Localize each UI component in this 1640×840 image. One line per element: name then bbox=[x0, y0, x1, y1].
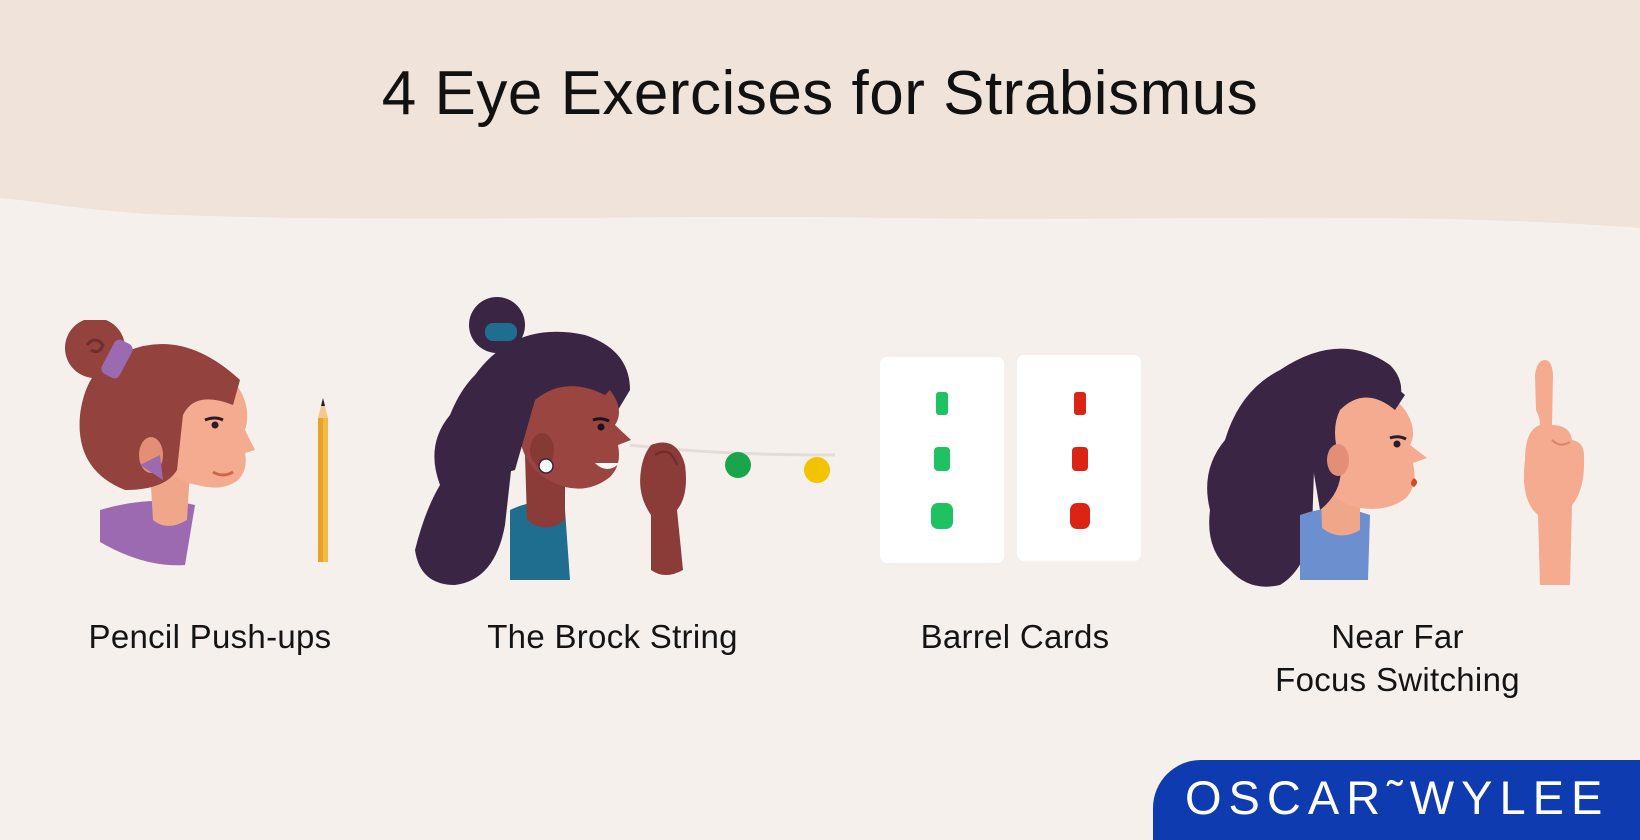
brock-string-illustration bbox=[415, 297, 836, 585]
ear-icon bbox=[530, 433, 554, 467]
green-mark-2-icon bbox=[934, 447, 950, 471]
finger-pointing-icon bbox=[1523, 360, 1585, 585]
hand-icon bbox=[640, 442, 686, 575]
red-mark-2-icon bbox=[1072, 447, 1088, 471]
near-far-illustration bbox=[1207, 348, 1585, 587]
caption-pencil-pushups: Pencil Push-ups bbox=[88, 618, 332, 655]
eye-icon bbox=[1393, 440, 1401, 448]
page-title: 4 Eye Exercises for Strabismus bbox=[381, 59, 1259, 128]
caption-near-far: Near Far Focus Switching bbox=[1275, 618, 1520, 698]
earring-icon bbox=[140, 455, 163, 480]
ear-icon bbox=[1327, 444, 1349, 476]
eye-icon bbox=[211, 421, 219, 429]
brand-banner: OSCAR˜WYLEE bbox=[1153, 760, 1640, 840]
pencil-icon bbox=[318, 398, 328, 418]
caption-brock-string: The Brock String bbox=[487, 618, 738, 655]
green-mark-3-icon bbox=[931, 503, 953, 529]
yellow-bead-icon bbox=[804, 457, 830, 483]
green-bead-icon bbox=[725, 452, 751, 478]
barrel-cards-illustration bbox=[880, 355, 1141, 563]
earring-icon bbox=[538, 458, 554, 474]
hair-icon bbox=[79, 344, 240, 490]
header-band bbox=[0, 0, 1640, 228]
pencil-pushups-illustration bbox=[65, 320, 328, 566]
brand-logo: OSCAR˜WYLEE bbox=[1185, 771, 1610, 824]
hair-icon bbox=[1207, 348, 1402, 587]
red-mark-1-icon bbox=[1074, 392, 1086, 415]
green-mark-1-icon bbox=[936, 392, 948, 415]
red-mark-3-icon bbox=[1070, 503, 1090, 529]
eye-icon bbox=[597, 423, 605, 431]
caption-barrel-cards: Barrel Cards bbox=[920, 618, 1110, 655]
